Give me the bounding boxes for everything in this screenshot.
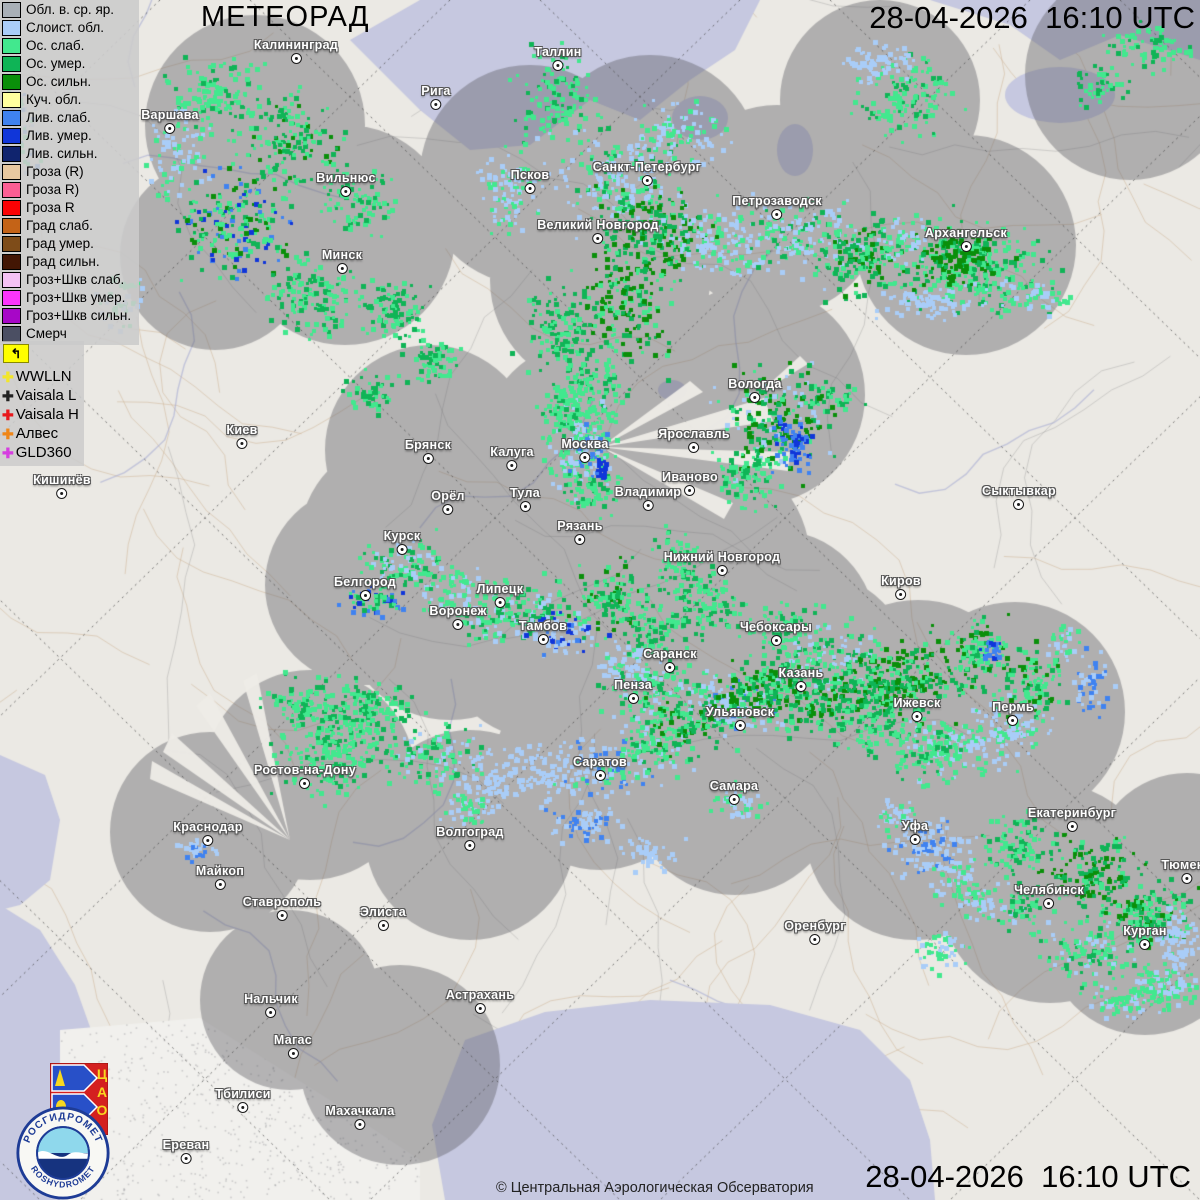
legend-item: Гроза R): [2, 181, 139, 199]
legend-color-swatch: [2, 20, 21, 36]
legend-color-swatch: [2, 218, 21, 234]
legend-color-swatch: [2, 290, 21, 306]
legend-item: Обл. в. ср. яр.: [2, 1, 139, 19]
legend-color-swatch: [2, 308, 21, 324]
lightning-source-label: Vaisala L: [15, 387, 77, 404]
legend-color-swatch: [2, 164, 21, 180]
legend-color-swatch: [2, 272, 21, 288]
lightning-source-label: Vaisala H: [15, 406, 79, 423]
legend-item-label: Обл. в. ср. яр.: [26, 2, 115, 17]
legend-color-swatch: [2, 236, 21, 252]
legend-color-swatch: [2, 56, 21, 72]
legend-color-swatch: [2, 128, 21, 144]
precipitation-legend: Обл. в. ср. яр. Слоист. обл. Ос. слаб. Ос. …: [0, 0, 139, 345]
legend-color-swatch: [2, 326, 21, 342]
legend-item: Слоист. обл.: [2, 19, 139, 37]
lightning-source-label: WWLLN: [15, 368, 72, 385]
legend-item-label: Гроза R: [26, 200, 75, 215]
legend-item-label: Град слаб.: [26, 218, 93, 233]
lightning-source-item: ✚ WWLLN: [2, 367, 84, 386]
roshydromet-logo: РОСГИДРОМЕТ ROSHYDROMET: [16, 1106, 110, 1200]
legend-color-swatch: [2, 92, 21, 108]
timestamp-top: 28-04-2026 16:10 UTC: [869, 0, 1195, 35]
svg-text:А: А: [97, 1084, 107, 1100]
lightning-cross-icon: ✚: [2, 425, 14, 442]
page-title: МЕТЕОРАД: [201, 1, 370, 33]
legend-item-label: Ос. слаб.: [26, 38, 85, 53]
legend-item-label: Куч. обл.: [26, 92, 82, 107]
legend-color-swatch: [2, 110, 21, 126]
legend-item: Ос. умер.: [2, 55, 139, 73]
legend-item: Ос. слаб.: [2, 37, 139, 55]
legend-item: Куч. обл.: [2, 91, 139, 109]
legend-item: Лив. слаб.: [2, 109, 139, 127]
legend-color-swatch: [2, 182, 21, 198]
legend-item: Смерч: [2, 325, 139, 343]
legend-item-label: Гроза R): [26, 182, 80, 197]
lightning-source-item: ✚ GLD360: [2, 443, 84, 462]
legend-item-label: Лив. умер.: [26, 128, 92, 143]
legend-item: Лив. умер.: [2, 127, 139, 145]
legend-color-swatch: [2, 74, 21, 90]
legend-color-swatch: [2, 146, 21, 162]
legend-item-label: Ос. умер.: [26, 56, 86, 71]
legend-item: Ос. сильн.: [2, 73, 139, 91]
legend-item-label: Гроз+Шкв умер.: [26, 290, 126, 305]
legend-item: Град умер.: [2, 235, 139, 253]
legend-item-label: Смерч: [26, 326, 67, 341]
lightning-source-label: GLD360: [15, 444, 72, 461]
copyright-notice: © Центральная Аэрологическая Обсерватори…: [496, 1180, 814, 1196]
lightning-source-item: ✚ Vaisala H: [2, 405, 84, 424]
legend-item-label: Лив. сильн.: [26, 146, 98, 161]
svg-text:Ц: Ц: [97, 1066, 108, 1082]
lightning-source-item: ✚ Алвес: [2, 424, 84, 443]
legend-item-label: Град сильн.: [26, 254, 100, 269]
lightning-cross-icon: ✚: [2, 368, 14, 385]
lightning-legend: ↰ ✚ WWLLN ✚ Vaisala L ✚ Vaisala H ✚ Алвес ✚ GLD36…: [0, 341, 84, 466]
legend-color-swatch: [2, 200, 21, 216]
legend-color-swatch: [2, 2, 21, 18]
legend-item: Гроз+Шкв сильн.: [2, 307, 139, 325]
legend-item: Лив. сильн.: [2, 145, 139, 163]
legend-item: Гроза R: [2, 199, 139, 217]
lightning-source-label: Алвес: [15, 425, 59, 442]
legend-item: Град сильн.: [2, 253, 139, 271]
timestamp-bottom: 28-04-2026 16:10 UTC: [865, 1159, 1191, 1194]
legend-item-label: Град умер.: [26, 236, 94, 251]
legend-item-label: Гроз+Шкв слаб.: [26, 272, 125, 287]
legend-item-label: Лив. слаб.: [26, 110, 91, 125]
lightning-source-item: ✚ Vaisala L: [2, 386, 84, 405]
legend-item: Гроз+Шкв слаб.: [2, 271, 139, 289]
lightning-cross-icon: ✚: [2, 406, 14, 423]
lightning-cross-icon: ✚: [2, 444, 14, 461]
legend-item-label: Гроз+Шкв сильн.: [26, 308, 132, 323]
tornado-track-icon: ↰: [3, 344, 29, 363]
legend-color-swatch: [2, 254, 21, 270]
legend-item: Гроза (R): [2, 163, 139, 181]
lightning-cross-icon: ✚: [2, 387, 14, 404]
legend-item: Град слаб.: [2, 217, 139, 235]
legend-color-swatch: [2, 38, 21, 54]
legend-item: Гроз+Шкв умер.: [2, 289, 139, 307]
legend-item-label: Гроза (R): [26, 164, 84, 179]
legend-item-label: Слоист. обл.: [26, 20, 105, 35]
svg-text:О: О: [97, 1102, 108, 1118]
legend-item-label: Ос. сильн.: [26, 74, 92, 89]
